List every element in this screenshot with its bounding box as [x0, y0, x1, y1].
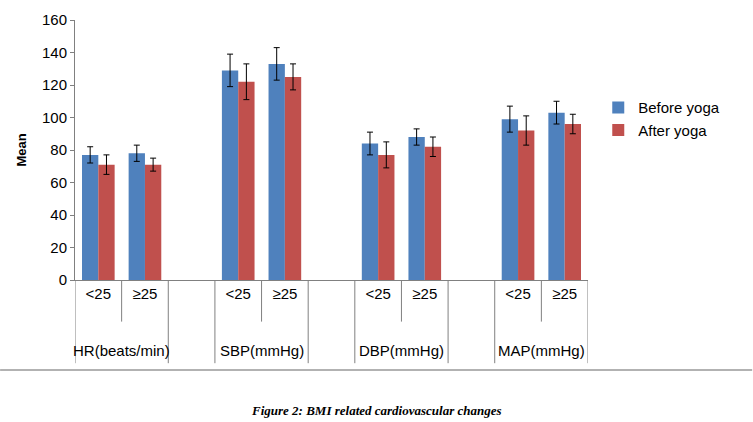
- svg-text:0: 0: [59, 271, 67, 288]
- svg-text:120: 120: [42, 76, 67, 93]
- svg-text:160: 160: [42, 11, 67, 28]
- svg-text:<25: <25: [226, 285, 251, 302]
- svg-text:≥25: ≥25: [552, 285, 577, 302]
- svg-text:HR(beats/min): HR(beats/min): [73, 342, 170, 359]
- svg-text:20: 20: [50, 239, 67, 256]
- svg-text:40: 40: [50, 206, 67, 223]
- svg-text:100: 100: [42, 109, 67, 126]
- svg-text:<25: <25: [505, 285, 530, 302]
- svg-text:SBP(mmHg): SBP(mmHg): [220, 342, 304, 359]
- svg-text:Before yoga: Before yoga: [638, 99, 720, 116]
- svg-text:≥25: ≥25: [132, 285, 157, 302]
- svg-text:<25: <25: [86, 285, 111, 302]
- svg-text:≥25: ≥25: [412, 285, 437, 302]
- svg-text:MAP(mmHg): MAP(mmHg): [498, 342, 585, 359]
- svg-text:≥25: ≥25: [272, 285, 297, 302]
- svg-text:<25: <25: [365, 285, 390, 302]
- svg-text:Mean: Mean: [14, 133, 29, 166]
- svg-text:After yoga: After yoga: [638, 122, 707, 139]
- svg-text:80: 80: [50, 141, 67, 158]
- svg-text:Figure 2: BMI related cardiova: Figure 2: BMI related cardiovascular cha…: [251, 403, 502, 418]
- svg-text:DBP(mmHg): DBP(mmHg): [359, 342, 444, 359]
- svg-text:140: 140: [42, 44, 67, 61]
- svg-text:60: 60: [50, 174, 67, 191]
